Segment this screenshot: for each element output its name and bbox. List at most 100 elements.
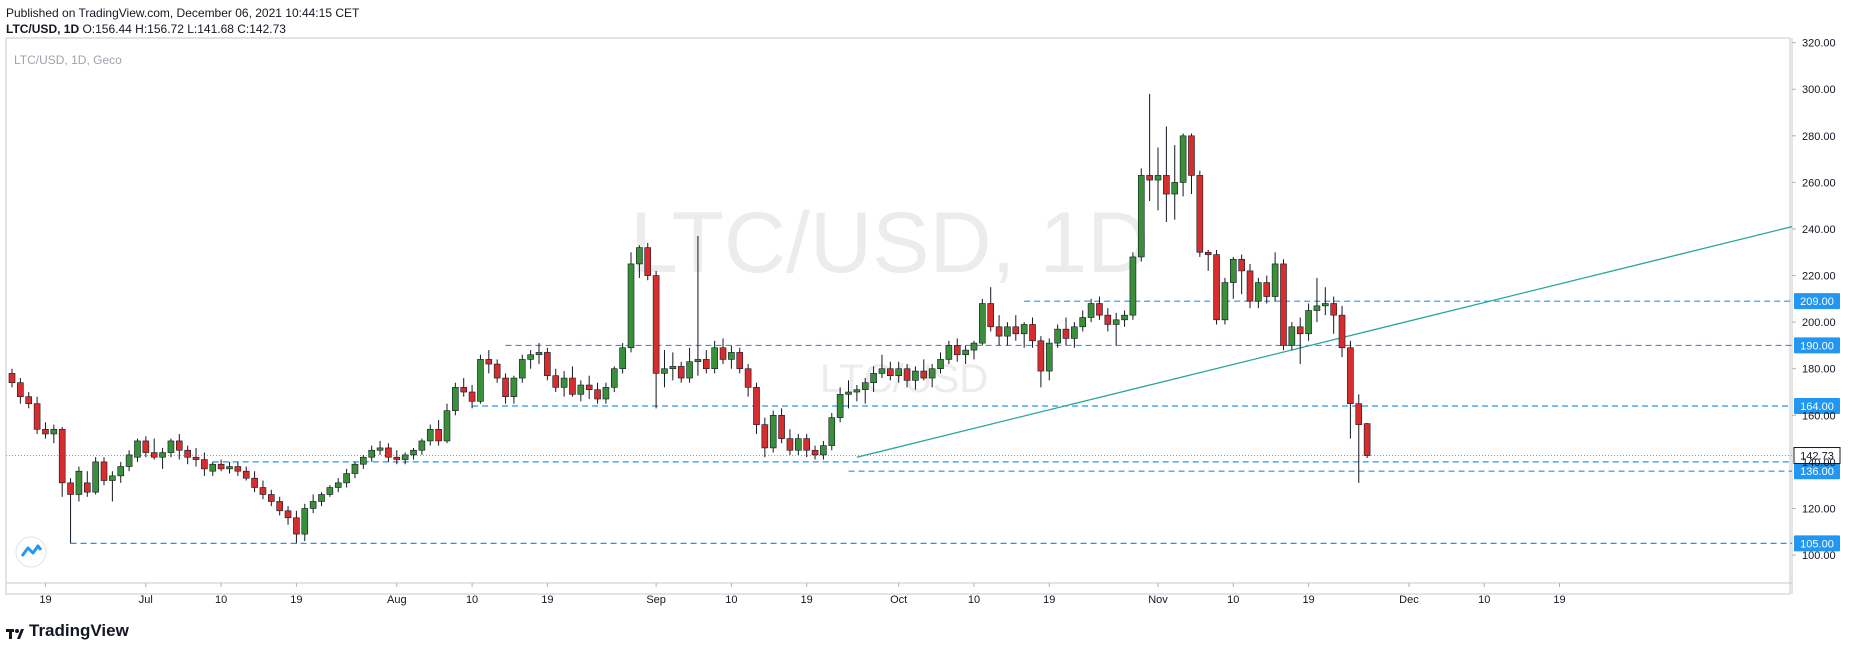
candle-body: [251, 477, 258, 488]
candle-body: [1322, 303, 1329, 307]
price-axis[interactable]: 100.00 120.00 140.00 160.00 180.00 200.00 220.…: [1792, 38, 1836, 562]
candle-body: [192, 456, 200, 460]
candle-body: [468, 391, 476, 402]
x-tick-label: Nov: [1148, 594, 1168, 606]
candle-body: [385, 447, 392, 458]
candle-body: [736, 352, 744, 370]
symbol-label: LTC/USD, 1D: [6, 22, 80, 36]
level-label-bg: [1794, 535, 1840, 552]
trendline: [856, 226, 1793, 458]
candle-body: [259, 487, 267, 495]
candle-body: [1054, 328, 1061, 344]
candle-body: [1087, 303, 1095, 318]
candle-body: [544, 352, 551, 377]
x-tick-label: 19: [39, 594, 51, 606]
candle-body: [393, 456, 401, 460]
candle-body: [410, 449, 417, 456]
candle-body: [527, 354, 534, 360]
x-tick-label: Jul: [139, 594, 153, 606]
candle-body: [426, 428, 434, 442]
time-axis[interactable]: 19 Jul 10 19 Aug 10 19 Sep 10 19 Oct 10 19 Nov 10 19 Dec…: [39, 583, 1566, 606]
candle-body: [753, 387, 760, 425]
candle-body: [1071, 326, 1078, 339]
candle-body: [702, 359, 710, 370]
y-tick-label: 300.00: [1802, 84, 1836, 96]
candle-body: [460, 387, 468, 393]
candle-body: [17, 382, 24, 397]
candle-body: [1121, 314, 1128, 321]
candle-body: [778, 415, 785, 439]
candle-body: [360, 456, 367, 465]
candle-body: [1129, 256, 1137, 316]
candle-body: [376, 447, 384, 451]
y-tick-label: 320.00: [1802, 38, 1836, 50]
candle-body: [276, 501, 283, 512]
candle-body: [109, 475, 116, 481]
candle-body: [318, 494, 325, 502]
candle-body: [1096, 303, 1103, 316]
candle-body: [585, 384, 593, 390]
x-tick-label: 19: [541, 594, 553, 606]
level-label: 136.00: [1800, 466, 1834, 478]
x-tick-label: 19: [290, 594, 302, 606]
candle-body: [1037, 340, 1045, 372]
x-tick-label: 19: [801, 594, 813, 606]
candle-body: [853, 389, 861, 393]
y-tick-label: 160.00: [1802, 410, 1836, 422]
candle-body: [552, 375, 560, 388]
candle-body: [401, 454, 409, 460]
candle-body: [836, 394, 844, 418]
candle-body: [1271, 263, 1279, 297]
candle-body: [1229, 258, 1237, 283]
candle-body: [820, 445, 827, 456]
candle-body: [217, 463, 225, 470]
y-tick-label: 220.00: [1802, 271, 1836, 283]
y-tick-label: 120.00: [1802, 503, 1836, 515]
candle-body: [443, 410, 451, 442]
x-tick-label: 10: [968, 594, 980, 606]
tradingview-badge[interactable]: [15, 536, 47, 568]
x-tick-label: 19: [1043, 594, 1055, 606]
candle-body: [795, 438, 802, 451]
candle-body: [435, 428, 442, 442]
candle-body: [577, 384, 585, 395]
candle-body: [234, 466, 242, 472]
candle-body: [1112, 319, 1120, 325]
candle-body: [845, 391, 852, 395]
chart-frame: [5, 37, 1791, 595]
candle-body: [1029, 324, 1036, 342]
candle-body: [995, 326, 1003, 337]
candle-body: [100, 461, 108, 481]
candle-body: [150, 452, 158, 458]
footer-brand[interactable]: TradingView: [6, 621, 129, 641]
candle-body: [1196, 175, 1204, 253]
x-tick-label: 10: [215, 594, 227, 606]
candle-body: [953, 345, 961, 356]
candle-body: [83, 482, 91, 493]
symbol-ohlc-line: LTC/USD, 1D O:156.44 H:156.72 L:141.68 C…: [6, 21, 359, 37]
candle-body: [1288, 326, 1296, 346]
candle-body: [1171, 182, 1179, 195]
candle-body: [644, 247, 652, 276]
level-label-bg: [1794, 293, 1840, 310]
level-label: 209.00: [1800, 296, 1834, 308]
candle-body: [493, 363, 501, 379]
candle-body: [8, 373, 16, 384]
candle-body: [201, 459, 208, 470]
candle-body: [1137, 175, 1145, 258]
candle-body: [209, 463, 217, 472]
candle-body: [25, 396, 33, 404]
x-tick-label: Dec: [1399, 594, 1419, 606]
candle-body: [518, 359, 526, 379]
x-tick-label: 10: [1227, 594, 1239, 606]
candle-body: [510, 377, 518, 397]
candle-body: [67, 482, 74, 495]
candle-body: [786, 438, 794, 451]
candle-body: [134, 440, 141, 458]
candle-body: [887, 368, 894, 377]
candle-body: [418, 440, 426, 451]
watermark-main: LTC/USD, 1D: [630, 195, 1149, 291]
candle-body: [226, 466, 233, 470]
